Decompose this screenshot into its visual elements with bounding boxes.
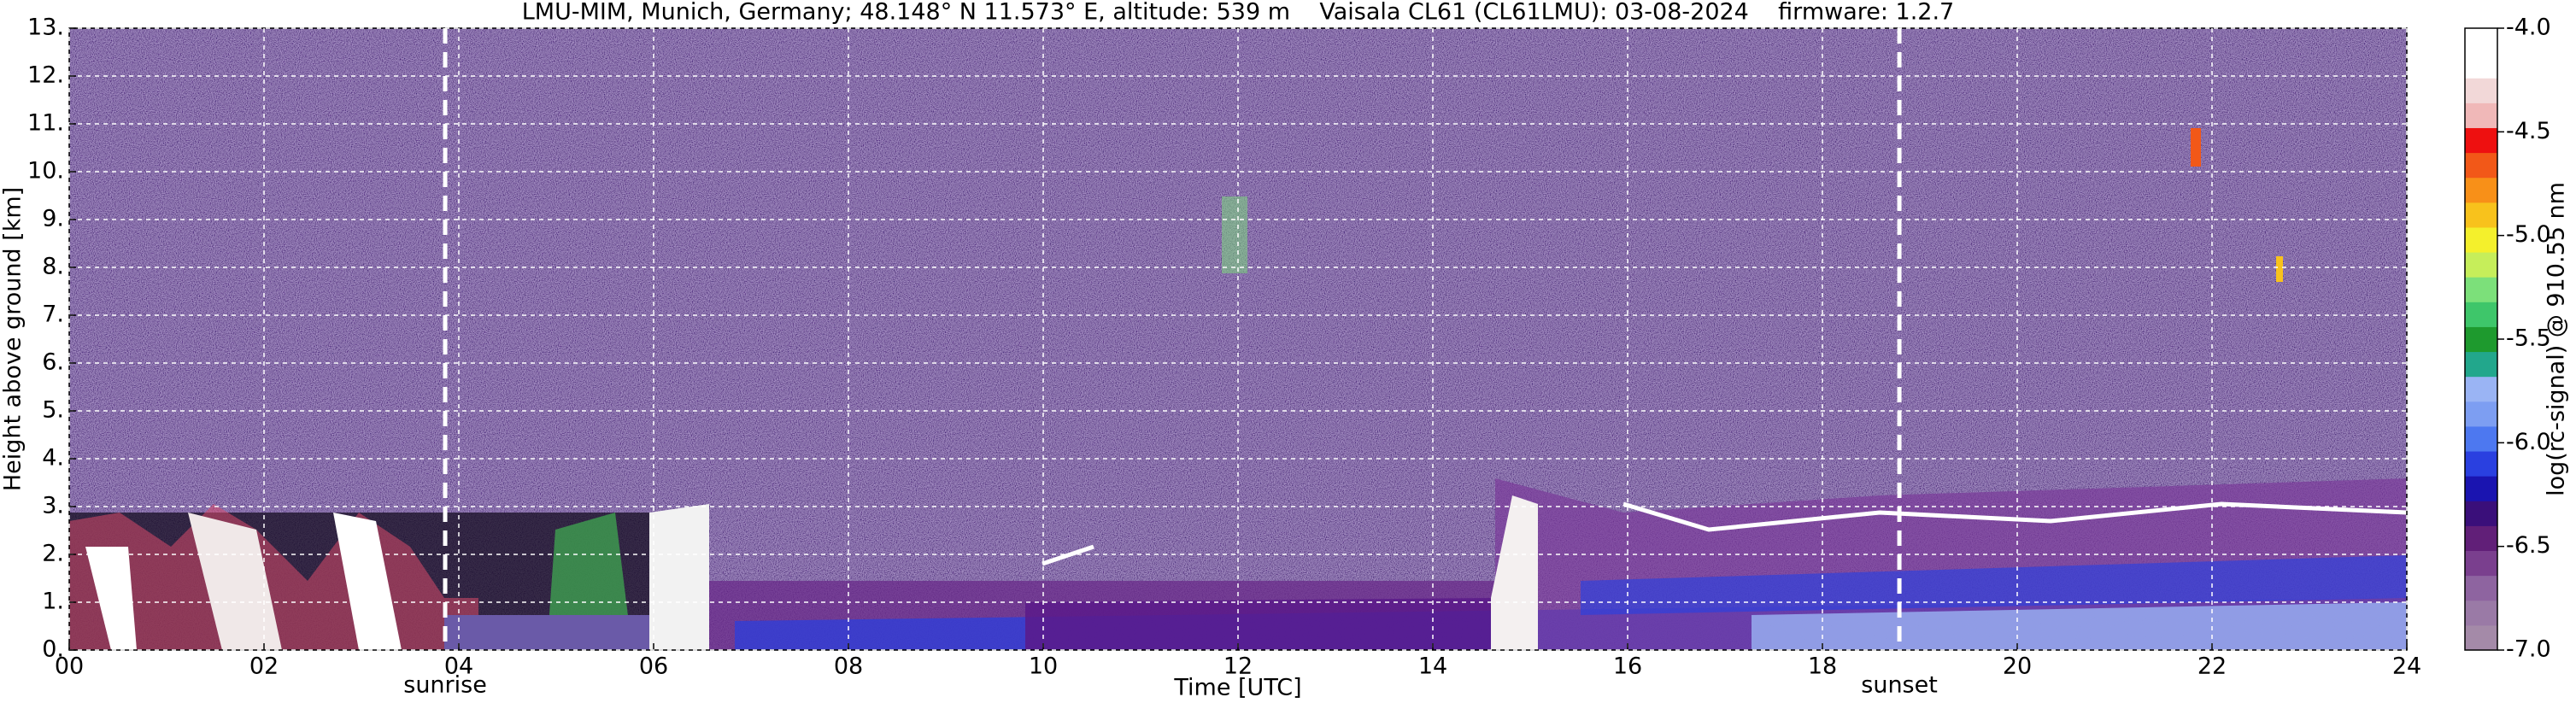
- colorbar-segment: [2465, 376, 2497, 402]
- colorbar-tick-label: -5.0: [2506, 221, 2551, 248]
- colorbar-tick-label: -6.5: [2506, 532, 2551, 559]
- colorbar-segment: [2465, 302, 2497, 327]
- colorbar-segment: [2465, 326, 2497, 353]
- colorbar-segment: [2465, 401, 2497, 427]
- x-tick-label: 06: [639, 653, 668, 680]
- colorbar-tick-label: -4.0: [2506, 15, 2551, 41]
- colorbar-segment: [2465, 152, 2497, 179]
- y-tick-label: 9.: [42, 206, 64, 232]
- colorbar-segment: [2465, 624, 2497, 651]
- y-tick-label: 4.: [42, 445, 64, 472]
- colorbar-segment: [2465, 600, 2497, 626]
- colorbar-segment: [2465, 476, 2497, 501]
- x-tick-label: 04: [444, 653, 473, 680]
- colorbar-segment: [2465, 277, 2497, 302]
- y-tick-label: 11.: [27, 110, 64, 137]
- x-tick-label: 14: [1418, 653, 1447, 680]
- colorbar-tick-label: -4.5: [2506, 118, 2551, 144]
- y-tick-label: 5.: [42, 397, 64, 424]
- colorbar-segment: [2465, 425, 2497, 452]
- x-tick-label: 08: [834, 653, 863, 680]
- y-tick-label: 3.: [42, 493, 64, 519]
- colorbar-segment: [2465, 78, 2497, 103]
- x-tick-label: 16: [1613, 653, 1642, 680]
- annotation-label: sunset: [1861, 672, 1938, 699]
- colorbar-segment: [2465, 501, 2497, 526]
- x-axis-label: Time [UTC]: [1173, 675, 1301, 701]
- colorbar-tick-label: -7.0: [2506, 636, 2551, 663]
- colorbar-tick-label: -6.0: [2506, 429, 2551, 455]
- y-tick-label: 12.: [27, 62, 64, 89]
- colorbar-tick-label: -5.5: [2506, 325, 2551, 352]
- y-tick-label: 13.: [27, 15, 64, 41]
- colorbar-segment: [2465, 53, 2497, 79]
- chart-title: LMU-MIM, Munich, Germany; 48.148° N 11.5…: [522, 0, 1955, 26]
- x-tick-label: 10: [1029, 653, 1058, 680]
- y-tick-label: 10.: [27, 158, 64, 185]
- y-tick-label: 6.: [42, 349, 64, 376]
- colorbar-segment: [2465, 252, 2497, 278]
- colorbar-segment: [2465, 177, 2497, 203]
- colorbar-segment: [2465, 127, 2497, 154]
- colorbar-segment: [2465, 525, 2497, 552]
- y-tick-label: 7.: [42, 302, 64, 328]
- colorbar-segment: [2465, 28, 2497, 54]
- colorbar-segment: [2465, 103, 2497, 128]
- x-tick-label: 24: [2392, 653, 2421, 680]
- colorbar-label: log(rc-signal) @ 910.55 nm: [2544, 182, 2570, 496]
- annotation-label: sunrise: [403, 672, 487, 699]
- colorbar-segment: [2465, 451, 2497, 477]
- colorbar-segment: [2465, 575, 2497, 601]
- y-tick-label: 8.: [42, 254, 64, 280]
- colorbar-segment: [2465, 202, 2497, 228]
- y-axis-label: Height above ground [km]: [0, 187, 26, 491]
- x-tick-label: 20: [2003, 653, 2032, 680]
- colorbar-segment: [2465, 226, 2497, 253]
- colorbar: [2465, 28, 2497, 651]
- x-tick-label: 00: [55, 653, 84, 680]
- y-tick-label: 1.: [42, 589, 64, 615]
- x-tick-label: 18: [1808, 653, 1837, 680]
- colorbar-segment: [2465, 351, 2497, 378]
- y-tick-label: 0.: [42, 636, 64, 663]
- y-tick-label: 2.: [42, 541, 64, 567]
- colorbar-segment: [2465, 550, 2497, 577]
- x-tick-label: 12: [1223, 653, 1253, 680]
- x-tick-label: 02: [249, 653, 279, 680]
- x-tick-label: 22: [2198, 653, 2227, 680]
